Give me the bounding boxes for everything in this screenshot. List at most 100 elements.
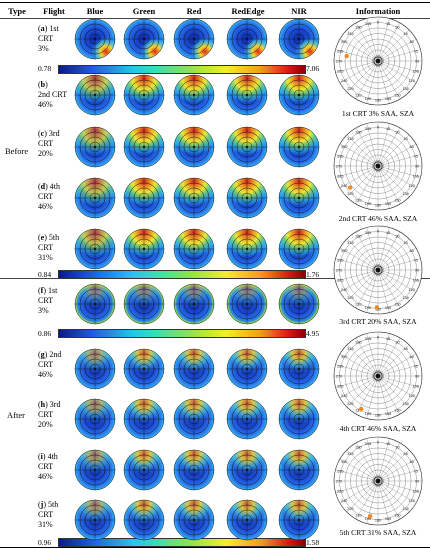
polar-angle-label: 225 [347,296,353,300]
flight-label-g: (g) 2nd CRT 46% [38,350,62,379]
polar-angle-label: 225 [347,507,353,511]
polar-map-c-rededge [226,126,268,168]
polar-angle-label: 270 [336,269,342,273]
flight-label-c: (c) 3rd CRT 20% [38,129,60,158]
polar-angle-label: 0 [377,336,379,340]
polar-angle-label: 345 [365,442,371,446]
polar-map-b-nir [278,74,320,116]
type-before: Before [5,146,29,156]
polar-angle-label: 0 [377,21,379,25]
polar-angle-label: 165 [385,517,391,521]
polar-angle-label: 300 [341,460,347,464]
polar-angle-label: 15 [386,127,390,131]
polar-map-f-blue [74,283,116,325]
polar-angle-label: 30 [395,235,399,239]
header-green: Green [132,6,156,16]
polar-map-e-blue [74,228,116,270]
polar-angle-label: 90 [415,269,419,273]
polar-angle-label: 210 [355,513,361,517]
polar-map-d-red [173,177,215,219]
polar-angle-label: 135 [402,507,408,511]
polar-map-c-red [173,126,215,168]
polar-angle-label: 75 [414,258,418,262]
polar-map-e-nir [278,228,320,270]
polar-map-h-nir [278,398,320,440]
info-caption-5: 5th CRT 31% SAA, SZA [339,528,417,537]
polar-angle-label: 195 [365,517,371,521]
polar-angle-label: 330 [355,235,361,239]
polar-map-i-red [173,449,215,491]
polar-map-e-green [123,228,165,270]
polar-map-c-blue [74,126,116,168]
polar-map-f-red [173,283,215,325]
polar-map-j-red [173,499,215,541]
polar-angle-label: 165 [385,412,391,416]
polar-angle-label: 15 [386,22,390,26]
polar-map-a-rededge [226,18,268,60]
polar-map-i-rededge [226,449,268,491]
polar-angle-label: 30 [395,131,399,135]
polar-angle-label: 60 [410,355,414,359]
sun-position-marker [344,53,349,59]
polar-map-f-nir [278,283,320,325]
polar-map-j-green [123,499,165,541]
polar-angle-label: 285 [337,469,343,473]
polar-angle-label: 0 [377,441,379,445]
polar-angle-label: 30 [395,446,399,450]
polar-angle-label: 135 [402,192,408,196]
polar-angle-label: 45 [403,32,407,36]
flight-label-f: (f) 1st CRT 3% [38,286,58,315]
polar-angle-label: 330 [355,446,361,450]
polar-map-g-rededge [226,348,268,390]
polar-angle-label: 270 [336,60,342,64]
scale-1-min: 0.78 [38,64,52,73]
polar-angle-label: 210 [355,93,361,97]
polar-angle-label: 195 [365,97,371,101]
polar-angle-label: 180 [375,204,381,208]
polar-angle-label: 105 [412,70,418,74]
polar-map-a-green [123,18,165,60]
polar-angle-label: 180 [375,99,381,103]
header-rule [0,18,430,19]
polar-map-b-red [173,74,215,116]
polar-angle-label: 315 [347,137,353,141]
polar-angle-label: 210 [355,302,361,306]
polar-map-b-blue [74,74,116,116]
polar-angle-label: 90 [415,375,419,379]
polar-angle-label: 210 [355,408,361,412]
polar-angle-label: 195 [365,412,371,416]
polar-angle-label: 45 [403,347,407,351]
polar-angle-label: 285 [337,49,343,53]
polar-map-j-rededge [226,499,268,541]
polar-angle-label: 90 [415,165,419,169]
polar-map-d-blue [74,177,116,219]
polar-angle-label: 345 [365,127,371,131]
sun-position-marker [367,514,373,519]
polar-angle-label: 210 [355,198,361,202]
colorbar-2 [58,270,306,279]
polar-map-d-rededge [226,177,268,219]
header-nir: NIR [291,6,307,16]
polar-angle-label: 150 [394,93,400,97]
polar-map-h-rededge [226,398,268,440]
scale-2-max: 1.76 [306,270,320,279]
polar-map-h-red [173,398,215,440]
polar-angle-label: 270 [336,165,342,169]
flight-label-e: (e) 5th CRT 31% [38,233,60,262]
polar-angle-label: 345 [365,337,371,341]
polar-angle-label: 105 [412,175,418,179]
polar-angle-label: 255 [337,385,343,389]
polar-map-c-green [123,126,165,168]
scale-3-max: 4.95 [306,329,320,338]
header-rededge: RedEdge [231,6,265,16]
polar-angle-label: 180 [375,414,381,418]
flight-label-b: (b) 2nd CRT 46% [38,80,68,109]
colorbar-3 [58,329,306,338]
flight-label-d: (d) 4th CRT 46% [38,182,61,211]
polar-angle-label: 15 [386,442,390,446]
sun-position-marker [374,305,380,310]
polar-angle-label: 270 [336,480,342,484]
